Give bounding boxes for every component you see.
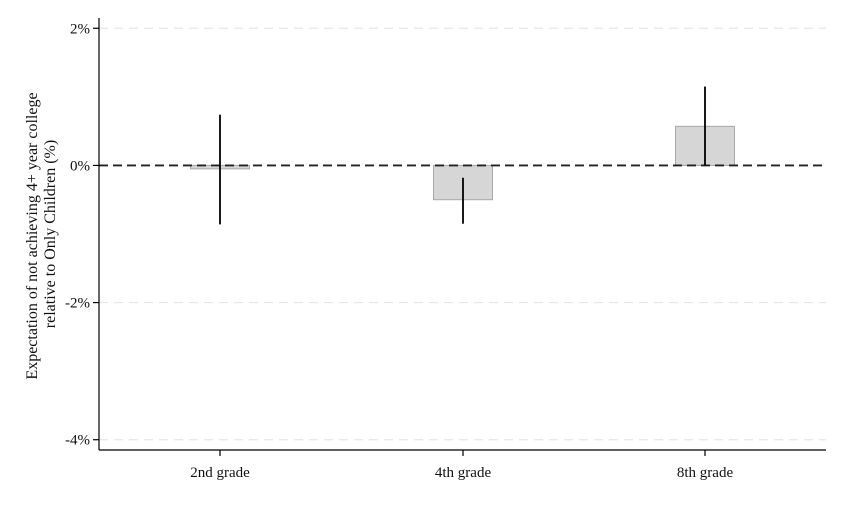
y-tick-label-1: 0% (70, 158, 90, 174)
y-tick-label-2: -2% (65, 296, 90, 312)
y-tick-label-3: -4% (65, 433, 90, 449)
y-tick-label-0: 2% (70, 21, 90, 37)
x-tick-label-1: 2nd grade (190, 465, 250, 481)
y-axis-title-line-2: relative to Only Children (%) (42, 140, 59, 328)
y-axis-ticks: 2% 0% -2% -4% (65, 21, 99, 449)
x-tick-label-3: 8th grade (677, 465, 734, 481)
error-bars (219, 86, 706, 225)
x-tick-label-2: 4th grade (435, 465, 492, 481)
y-axis-title-line-1: Expectation of not achieving 4+ year col… (24, 92, 41, 379)
x-axis-ticks: 2nd grade 4th grade 8th grade (190, 450, 733, 481)
gridlines (99, 27, 826, 441)
y-axis-title: Expectation of not achieving 4+ year col… (24, 88, 59, 379)
